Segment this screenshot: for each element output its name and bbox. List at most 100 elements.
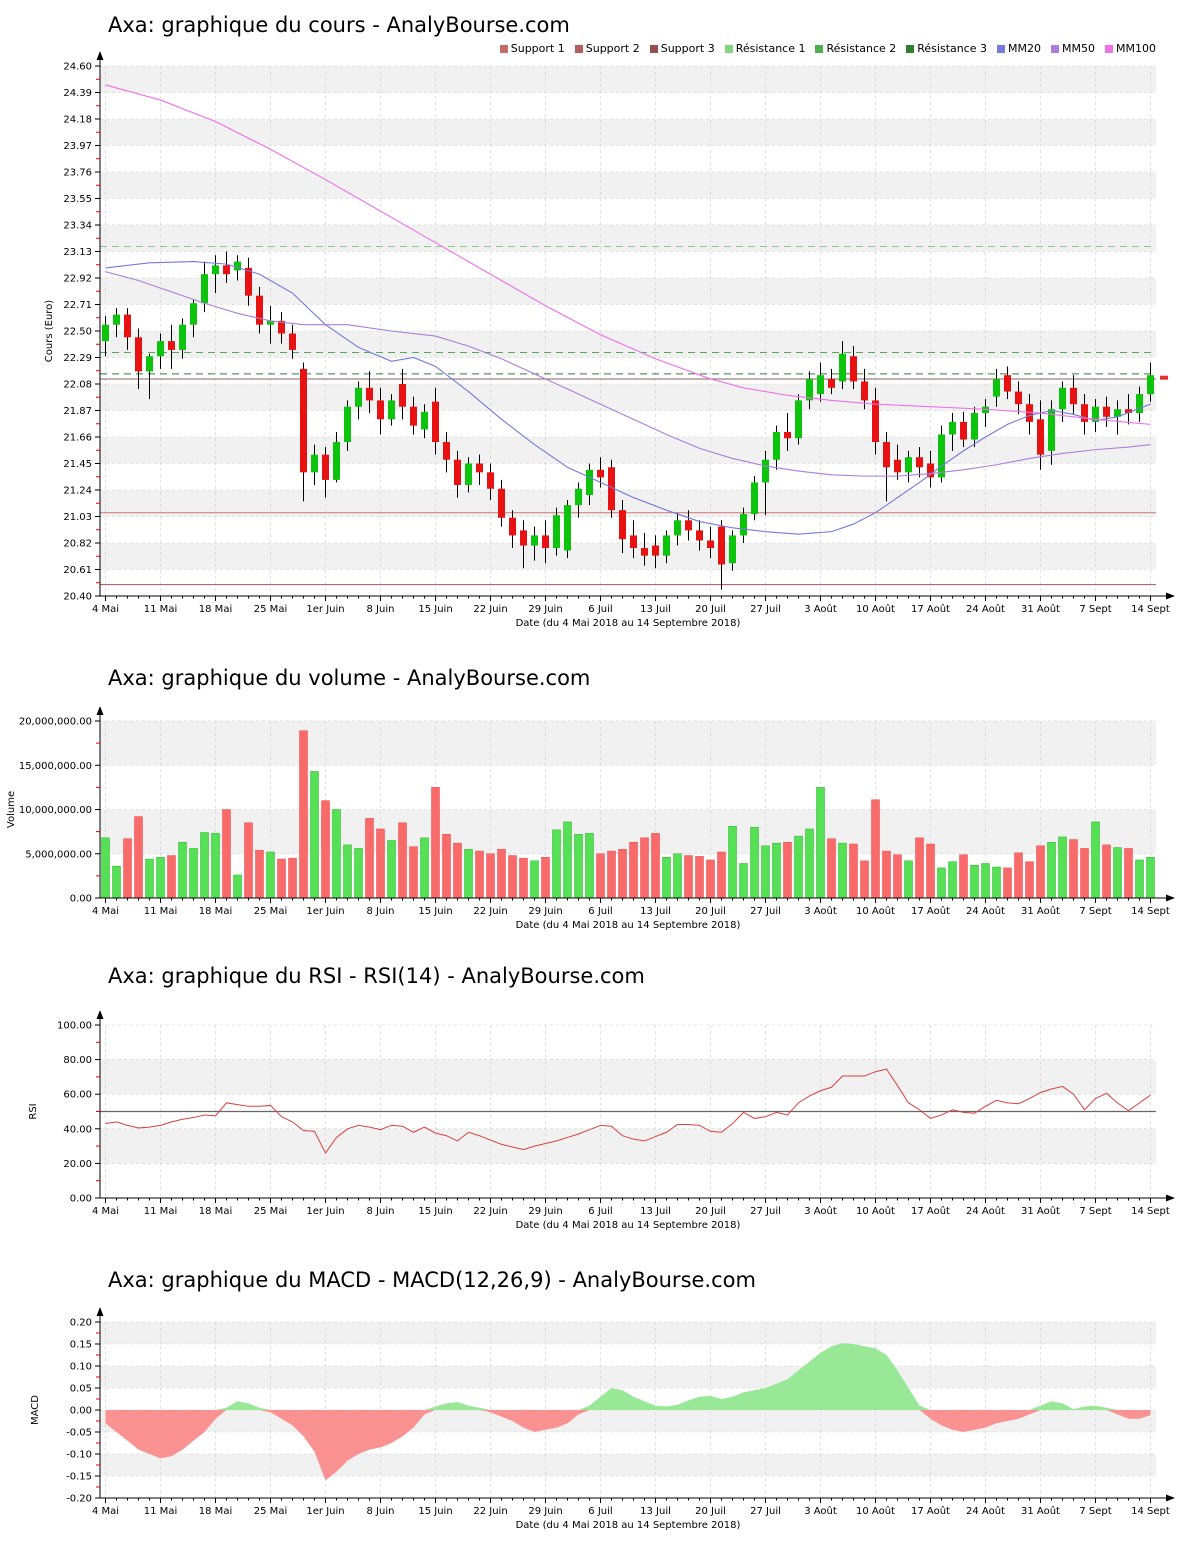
svg-text:24.39: 24.39 [63,88,92,99]
svg-text:8 Juin: 8 Juin [367,906,395,917]
legend-swatch-r-sistance-2 [815,44,824,53]
svg-text:10 Août: 10 Août [856,1505,895,1517]
price-chart-title: Axa: graphique du cours - AnalyBourse.co… [108,13,570,37]
svg-text:31 Août: 31 Août [1021,603,1060,615]
svg-text:3 Août: 3 Août [804,603,837,615]
svg-text:80.00: 80.00 [63,1055,92,1066]
svg-text:23.34: 23.34 [63,221,92,232]
svg-text:-0.10: -0.10 [66,1450,92,1461]
svg-text:0.00: 0.00 [70,1194,92,1205]
svg-text:14 Sept: 14 Sept [1131,1206,1170,1217]
legend-label-mm20: MM20 [1008,42,1042,55]
svg-text:22 Juin: 22 Juin [473,1506,507,1517]
legend-label-support-1: Support 1 [510,42,565,55]
svg-text:22.29: 22.29 [63,353,92,364]
svg-text:1er Juin: 1er Juin [306,906,344,917]
svg-text:20 Juil: 20 Juil [695,1206,726,1217]
svg-text:7 Sept: 7 Sept [1079,1206,1111,1217]
svg-text:Date (du 4 Mai 2018 au 14 Sept: Date (du 4 Mai 2018 au 14 Septembre 2018… [516,1520,741,1531]
svg-text:Date (du 4 Mai 2018 au 14 Sept: Date (du 4 Mai 2018 au 14 Septembre 2018… [516,920,741,931]
svg-text:29 Juin: 29 Juin [528,604,562,615]
svg-text:3 Août: 3 Août [804,1505,837,1517]
svg-text:20.61: 20.61 [63,565,92,576]
svg-text:29 Juin: 29 Juin [528,1206,562,1217]
svg-text:21.66: 21.66 [63,433,92,444]
svg-text:1er Juin: 1er Juin [306,604,344,615]
svg-text:1er Juin: 1er Juin [306,1206,344,1217]
svg-text:10 Août: 10 Août [856,603,895,615]
svg-text:25 Mai: 25 Mai [254,906,287,917]
legend-label-mm100: MM100 [1116,42,1156,55]
svg-text:24 Août: 24 Août [966,1505,1005,1517]
svg-text:17 Août: 17 Août [911,1505,950,1517]
legend-swatch-r-sistance-3 [906,44,915,53]
svg-text:0.00: 0.00 [70,1406,92,1417]
svg-text:5,000,000.00: 5,000,000.00 [25,849,92,860]
svg-text:7 Sept: 7 Sept [1079,906,1111,917]
legend-label-r-sistance-3: Résistance 3 [917,42,988,55]
legend-swatch-support-2 [574,44,583,53]
svg-text:27 Juil: 27 Juil [750,604,781,615]
svg-text:8 Juin: 8 Juin [367,1506,395,1517]
svg-text:25 Mai: 25 Mai [254,604,287,615]
svg-text:31 Août: 31 Août [1021,1205,1060,1217]
svg-text:4 Mai: 4 Mai [92,1506,119,1517]
svg-text:22.50: 22.50 [63,327,92,338]
svg-text:13 Juil: 13 Juil [640,1206,671,1217]
svg-text:17 Août: 17 Août [911,905,950,917]
svg-text:22 Juin: 22 Juin [473,1206,507,1217]
svg-text:15 Juin: 15 Juin [418,1506,452,1517]
legend-swatch-r-sistance-1 [724,44,733,53]
svg-text:3 Août: 3 Août [804,905,837,917]
svg-text:1er Juin: 1er Juin [306,1506,344,1517]
svg-text:11 Mai: 11 Mai [144,906,177,917]
svg-text:10 Août: 10 Août [856,1205,895,1217]
svg-text:13 Juil: 13 Juil [640,604,671,615]
svg-text:18 Mai: 18 Mai [199,906,232,917]
svg-text:RSI: RSI [28,1103,39,1119]
legend-label-r-sistance-1: Résistance 1 [735,42,806,55]
svg-text:-0.05: -0.05 [66,1428,92,1439]
svg-text:13 Juil: 13 Juil [640,906,671,917]
legend-item-mm50: MM50 [1051,42,1095,55]
svg-text:22.71: 22.71 [63,300,92,311]
svg-text:29 Juin: 29 Juin [528,1506,562,1517]
svg-text:22 Juin: 22 Juin [473,604,507,615]
svg-text:20 Juil: 20 Juil [695,906,726,917]
legend-label-support-2: Support 2 [585,42,640,55]
svg-text:18 Mai: 18 Mai [199,604,232,615]
svg-text:27 Juil: 27 Juil [750,1506,781,1517]
svg-text:8 Juin: 8 Juin [367,604,395,615]
svg-text:24.18: 24.18 [63,115,92,126]
legend-swatch-support-1 [499,44,508,53]
svg-text:22 Juin: 22 Juin [473,906,507,917]
svg-text:Date (du 4 Mai 2018 au 14 Sept: Date (du 4 Mai 2018 au 14 Septembre 2018… [516,1220,741,1231]
svg-text:11 Mai: 11 Mai [144,604,177,615]
svg-text:15 Juin: 15 Juin [418,1206,452,1217]
svg-text:25 Mai: 25 Mai [254,1506,287,1517]
macd-chart: -0.20 -0.15 -0.10 -0.05 0.00 0.05 0.10 0.15 0.20… [30,1307,1175,1531]
legend-label-support-3: Support 3 [660,42,715,55]
rsi-chart-title: Axa: graphique du RSI - RSI(14) - AnalyB… [108,964,645,988]
svg-text:23.76: 23.76 [63,168,92,179]
svg-text:24 Août: 24 Août [966,905,1005,917]
svg-text:7 Sept: 7 Sept [1079,604,1111,615]
svg-text:20.00: 20.00 [63,1159,92,1170]
svg-text:11 Mai: 11 Mai [144,1506,177,1517]
svg-text:0.15: 0.15 [70,1340,92,1351]
svg-text:21.87: 21.87 [63,406,92,417]
svg-text:Volume: Volume [6,791,17,828]
svg-text:20,000,000.00: 20,000,000.00 [19,717,92,728]
macd-chart-title: Axa: graphique du MACD - MACD(12,26,9) -… [108,1268,756,1292]
svg-text:31 Août: 31 Août [1021,905,1060,917]
legend-swatch-mm50 [1051,44,1060,53]
svg-text:21.45: 21.45 [63,459,92,470]
svg-text:29 Juin: 29 Juin [528,906,562,917]
svg-text:21.03: 21.03 [63,512,92,523]
svg-text:0.00: 0.00 [70,894,92,905]
legend-item-support-3: Support 3 [649,42,715,55]
legend-item-r-sistance-2: Résistance 2 [815,42,896,55]
svg-text:100.00: 100.00 [57,1021,92,1032]
svg-text:31 Août: 31 Août [1021,1505,1060,1517]
